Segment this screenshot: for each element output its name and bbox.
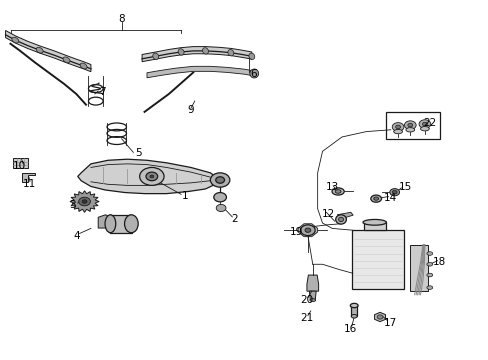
Polygon shape — [21, 173, 35, 182]
Ellipse shape — [36, 47, 43, 53]
Polygon shape — [98, 215, 110, 228]
Circle shape — [300, 225, 315, 235]
Bar — [351, 230, 404, 289]
Circle shape — [391, 123, 403, 131]
Ellipse shape — [373, 197, 378, 200]
Circle shape — [215, 177, 224, 183]
Polygon shape — [298, 224, 317, 237]
Text: 20: 20 — [300, 295, 313, 305]
Bar — [363, 222, 385, 230]
Text: 6: 6 — [249, 69, 256, 79]
Ellipse shape — [178, 49, 183, 55]
Text: 15: 15 — [398, 182, 411, 192]
Polygon shape — [78, 159, 217, 194]
Text: 12: 12 — [321, 209, 334, 219]
Ellipse shape — [248, 53, 254, 59]
Ellipse shape — [124, 215, 138, 233]
Text: 2: 2 — [231, 215, 238, 224]
Polygon shape — [374, 312, 385, 321]
Bar — [385, 112, 439, 139]
Text: 4: 4 — [73, 231, 80, 240]
Circle shape — [305, 228, 310, 232]
Ellipse shape — [350, 315, 356, 318]
Circle shape — [376, 315, 382, 319]
Circle shape — [213, 193, 226, 202]
Circle shape — [210, 173, 229, 187]
Text: 16: 16 — [344, 324, 357, 334]
Text: 7: 7 — [99, 87, 105, 97]
Ellipse shape — [426, 286, 432, 289]
Ellipse shape — [63, 57, 70, 63]
Text: 10: 10 — [13, 161, 26, 171]
Bar — [409, 244, 427, 291]
Polygon shape — [70, 191, 99, 212]
Bar — [350, 305, 356, 316]
Text: 13: 13 — [325, 182, 338, 192]
Ellipse shape — [338, 217, 343, 222]
Text: 18: 18 — [432, 257, 445, 267]
Circle shape — [404, 121, 415, 130]
Circle shape — [79, 197, 90, 206]
Ellipse shape — [393, 130, 402, 134]
Ellipse shape — [202, 48, 208, 54]
Text: 19: 19 — [289, 227, 303, 237]
Text: 22: 22 — [422, 118, 435, 128]
Polygon shape — [306, 275, 318, 291]
Polygon shape — [147, 66, 254, 78]
Text: 8: 8 — [118, 14, 124, 24]
Circle shape — [418, 120, 430, 129]
Ellipse shape — [249, 69, 258, 78]
Ellipse shape — [349, 303, 357, 308]
Text: 11: 11 — [22, 179, 36, 189]
Ellipse shape — [405, 128, 414, 132]
Ellipse shape — [426, 252, 432, 255]
Ellipse shape — [105, 215, 116, 233]
Ellipse shape — [152, 53, 159, 59]
Text: 21: 21 — [300, 313, 313, 323]
Text: 3: 3 — [69, 200, 76, 210]
Text: 9: 9 — [187, 105, 194, 115]
Circle shape — [82, 200, 87, 203]
Polygon shape — [142, 46, 251, 62]
Circle shape — [150, 175, 154, 178]
Bar — [110, 215, 132, 233]
Ellipse shape — [362, 220, 386, 225]
Circle shape — [140, 167, 163, 185]
Circle shape — [216, 204, 225, 212]
Ellipse shape — [426, 273, 432, 277]
Polygon shape — [336, 212, 352, 218]
Polygon shape — [5, 31, 91, 72]
Circle shape — [146, 172, 158, 181]
Ellipse shape — [309, 299, 315, 302]
Ellipse shape — [12, 37, 19, 43]
Text: 1: 1 — [182, 191, 188, 201]
Ellipse shape — [331, 188, 344, 195]
Polygon shape — [309, 291, 316, 300]
Ellipse shape — [420, 127, 428, 131]
Circle shape — [391, 190, 396, 194]
Circle shape — [422, 122, 427, 126]
Circle shape — [407, 123, 412, 127]
Bar — [13, 158, 27, 168]
Text: 14: 14 — [384, 193, 397, 203]
Ellipse shape — [334, 190, 340, 193]
Ellipse shape — [335, 215, 346, 224]
Ellipse shape — [426, 262, 432, 266]
Circle shape — [389, 189, 399, 196]
Text: 5: 5 — [135, 148, 142, 158]
Circle shape — [395, 125, 400, 129]
Ellipse shape — [80, 63, 87, 69]
Ellipse shape — [370, 195, 381, 202]
Ellipse shape — [227, 49, 233, 56]
Text: 17: 17 — [384, 319, 397, 328]
